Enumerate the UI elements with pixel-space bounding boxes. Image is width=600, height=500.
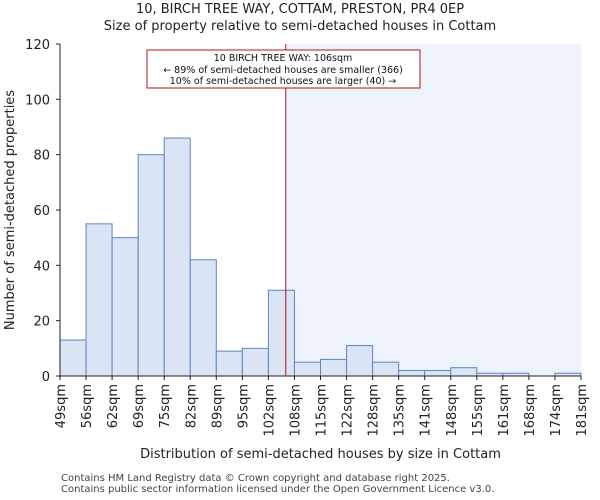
x-tick-label: 69sqm [132, 384, 147, 428]
x-tick-label: 174sqm [549, 384, 564, 437]
y-tick-label: 40 [33, 259, 50, 274]
larger-region-shade [285, 44, 581, 376]
x-tick-label: 89sqm [210, 384, 225, 428]
chart-title: 10, BIRCH TREE WAY, COTTAM, PRESTON, PR4… [135, 2, 465, 17]
chart-subtitle: Size of property relative to semi-detach… [103, 19, 497, 34]
x-tick-label: 161sqm [497, 384, 512, 437]
x-tick-label: 128sqm [367, 384, 382, 437]
bar-56sqm [85, 223, 113, 377]
bar-69sqm [137, 154, 165, 377]
x-tick-label: 181sqm [575, 384, 590, 437]
x-tick-label: 82sqm [184, 384, 199, 428]
annotation-line-1: 10 BIRCH TREE WAY: 106sqm [214, 53, 353, 64]
x-tick-label: 108sqm [288, 384, 303, 437]
bar-122sqm [346, 345, 374, 377]
x-tick-label: 75sqm [158, 384, 173, 428]
bar-102sqm [267, 289, 295, 377]
y-axis-label: Number of semi-detached properties [3, 90, 18, 330]
bar-49sqm [59, 339, 87, 377]
x-tick-label: 95sqm [236, 384, 251, 428]
bar-148sqm [450, 367, 478, 377]
bar-141sqm [424, 369, 452, 377]
annotation-line-3: 10% of semi-detached houses are larger (… [170, 76, 397, 87]
bar-128sqm [372, 361, 400, 377]
x-tick-label: 49sqm [54, 384, 69, 428]
bar-95sqm [241, 347, 269, 377]
x-axis-label: Distribution of semi-detached houses by … [140, 447, 501, 462]
y-tick-label: 80 [33, 149, 50, 164]
annotation-box [146, 49, 421, 89]
y-tick-label: 100 [25, 93, 50, 108]
bar-62sqm [111, 237, 139, 377]
bar-82sqm [189, 259, 217, 377]
bar-115sqm [320, 358, 348, 377]
x-tick-label: 56sqm [80, 384, 95, 428]
x-tick-label: 115sqm [315, 384, 330, 437]
y-tick-label: 60 [33, 204, 50, 219]
y-tick-label: 0 [42, 370, 50, 385]
x-tick-label: 141sqm [419, 384, 434, 437]
bar-108sqm [293, 361, 322, 377]
x-tick-label: 148sqm [445, 384, 460, 437]
x-tick-label: 168sqm [523, 384, 538, 437]
footer-line-1: Contains HM Land Registry data © Crown c… [61, 473, 450, 484]
annotation-line-2: ← 89% of semi-detached houses are smalle… [163, 65, 403, 76]
y-tick-label: 20 [33, 315, 50, 330]
footer-line-2: Contains public sector information licen… [61, 484, 495, 495]
x-tick-label: 155sqm [471, 384, 486, 437]
bar-75sqm [163, 137, 191, 377]
y-tick-label: 120 [25, 38, 50, 53]
bar-89sqm [215, 350, 243, 377]
x-tick-label: 122sqm [341, 384, 356, 437]
x-tick-label: 62sqm [106, 384, 121, 428]
x-tick-label: 102sqm [262, 384, 277, 437]
bar-135sqm [398, 369, 426, 377]
x-tick-label: 135sqm [393, 384, 408, 437]
